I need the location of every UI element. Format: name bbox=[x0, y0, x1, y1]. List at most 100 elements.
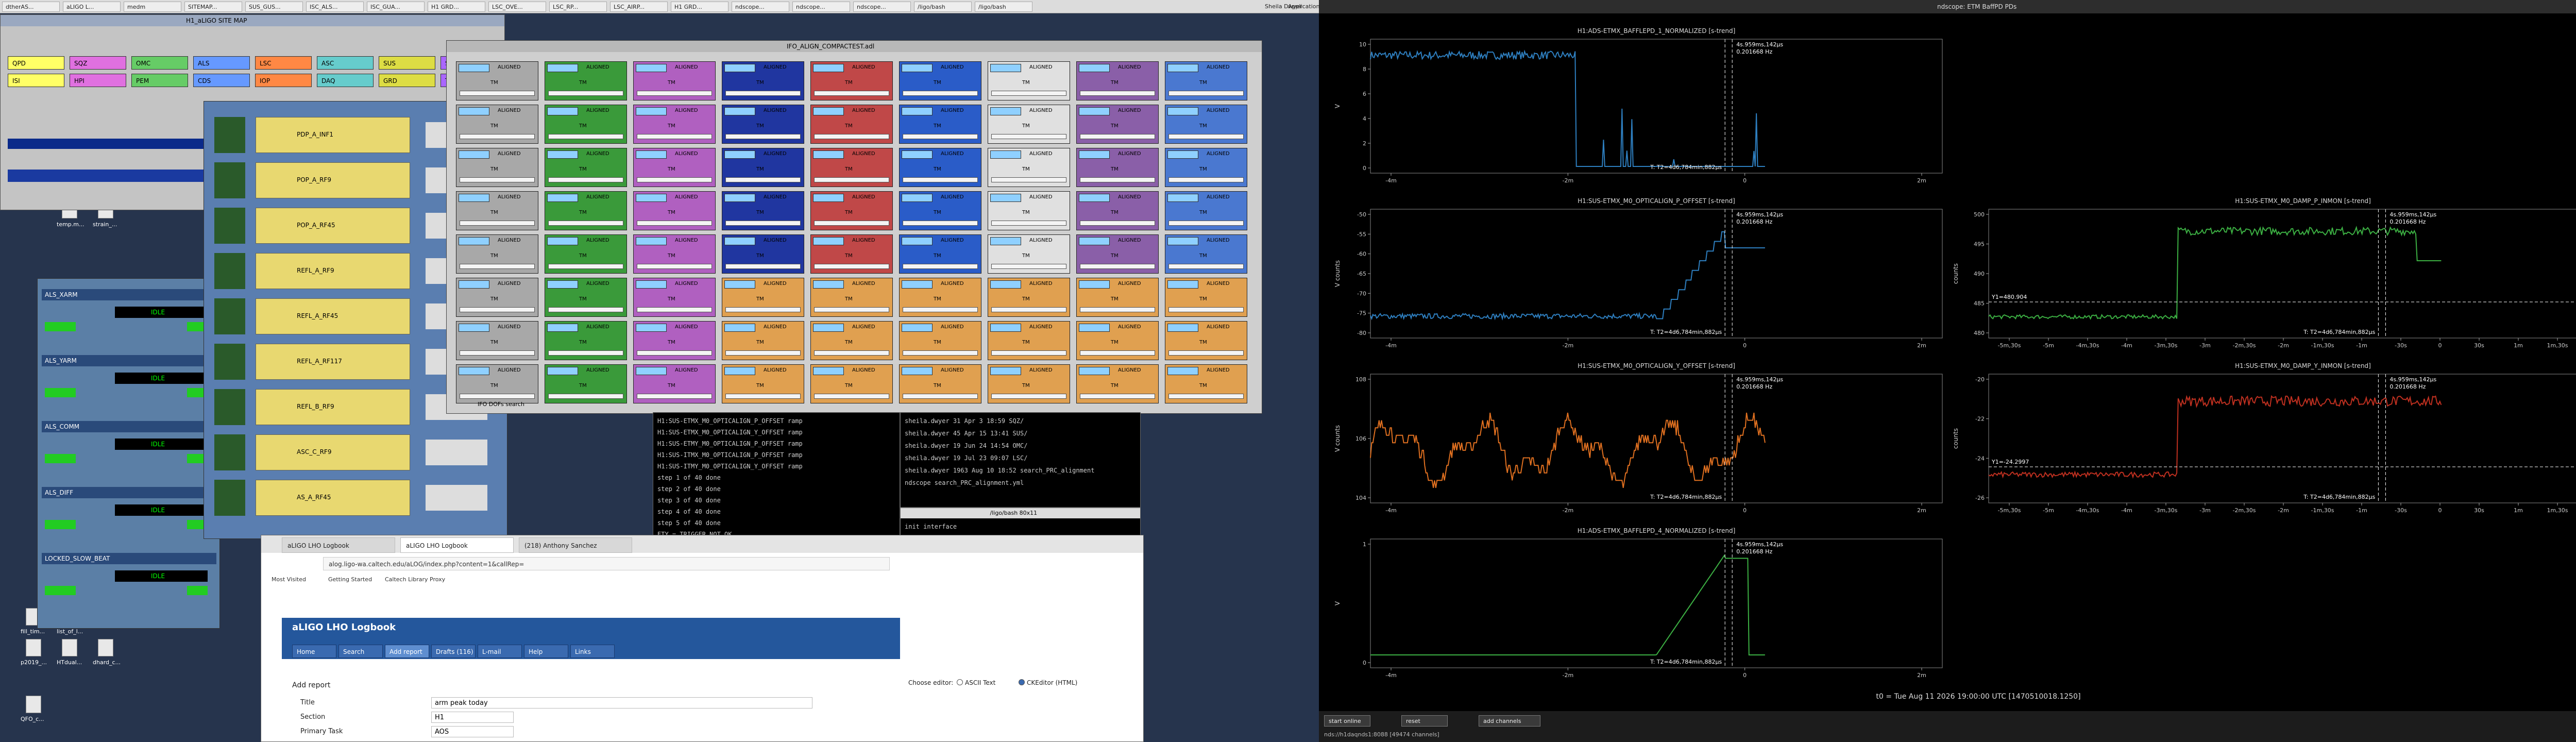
taskbar-label[interactable]: ndscope... bbox=[857, 4, 886, 10]
nav-button[interactable]: Search bbox=[338, 645, 383, 658]
sitemap-button-label[interactable]: SQZ bbox=[74, 60, 88, 67]
taskbar-label[interactable]: /ligo/bash bbox=[918, 4, 945, 10]
taskbar-label[interactable]: H1 GRD... bbox=[674, 4, 702, 10]
sitemap-button-label[interactable]: OMC bbox=[136, 60, 151, 67]
nav-label[interactable]: Links bbox=[575, 648, 591, 655]
applications-menu[interactable]: Applications bbox=[1288, 3, 1323, 10]
sitemap-button-label[interactable]: ISI bbox=[12, 77, 20, 85]
nav-label[interactable]: Help bbox=[529, 648, 543, 655]
sitemap-button-label[interactable]: SUS bbox=[383, 60, 396, 67]
sitemap-button-label[interactable]: GRD bbox=[383, 77, 397, 85]
taskbar-label[interactable]: medm bbox=[127, 4, 146, 10]
taskbar-button[interactable]: dtherAS... bbox=[2, 2, 60, 12]
browser-tab[interactable]: aLIGO LHO Logbook bbox=[400, 537, 514, 553]
browser-tab[interactable]: (218) Anthony Sanchez bbox=[519, 537, 632, 553]
bookmark[interactable]: Most Visited bbox=[272, 576, 306, 583]
taskbar-button[interactable]: ndscope... bbox=[732, 2, 789, 12]
taskbar-button[interactable]: LSC_OVE... bbox=[488, 2, 546, 12]
nav-label[interactable]: L-mail bbox=[482, 648, 501, 655]
sitemap-button[interactable]: GRD bbox=[379, 74, 435, 87]
taskbar-button[interactable]: H1 GRD... bbox=[671, 2, 728, 12]
control-button-label[interactable]: add channels bbox=[1483, 718, 1521, 724]
taskbar-button[interactable]: aLIGO L... bbox=[63, 2, 121, 12]
taskbar-button[interactable]: /ligo/bash bbox=[914, 2, 972, 12]
taskbar-button[interactable]: ISC_ALS... bbox=[306, 2, 364, 12]
taskbar-button[interactable]: SITEMAP... bbox=[184, 2, 242, 12]
taskbar-button[interactable]: H1 GRD... bbox=[428, 2, 485, 12]
sitemap-button[interactable]: ASC bbox=[317, 56, 374, 70]
bookmark[interactable]: Getting Started bbox=[328, 576, 372, 583]
taskbar-label[interactable]: SITEMAP... bbox=[188, 4, 217, 10]
sitemap-button-label[interactable]: QPD bbox=[12, 60, 26, 67]
sitemap-button[interactable]: ISI bbox=[8, 74, 64, 87]
taskbar-button[interactable]: LSC_AIRP... bbox=[610, 2, 668, 12]
field-value[interactable]: H1 bbox=[435, 714, 445, 721]
nav-button[interactable]: Drafts (116) bbox=[431, 645, 476, 658]
taskbar-button[interactable]: ndscope... bbox=[853, 2, 911, 12]
taskbar-label[interactable]: LSC_OVE... bbox=[492, 4, 523, 10]
taskbar-label[interactable]: /ligo/bash bbox=[978, 4, 1006, 10]
taskbar-label[interactable]: dtherAS... bbox=[6, 4, 34, 10]
editor-option[interactable]: CKEditor (HTML) bbox=[1027, 679, 1078, 686]
taskbar-label[interactable]: ISC_GUA... bbox=[370, 4, 400, 10]
taskbar-button[interactable]: LSC_RP... bbox=[549, 2, 607, 12]
sitemap-button-label[interactable]: HPI bbox=[74, 77, 84, 85]
nav-label[interactable]: Drafts (116) bbox=[436, 648, 473, 655]
sitemap-button-label[interactable]: ASC bbox=[321, 60, 334, 67]
sitemap-button[interactable]: HPI bbox=[70, 74, 126, 87]
sitemap-button-label[interactable]: IOP bbox=[260, 77, 270, 85]
sitemap-button[interactable]: IOP bbox=[255, 74, 312, 87]
tab-label[interactable]: aLIGO LHO Logbook bbox=[287, 542, 349, 549]
taskbar-button[interactable]: SUS_GUS... bbox=[245, 2, 303, 12]
field-input[interactable]: H1 bbox=[431, 712, 514, 723]
taskbar-label[interactable]: LSC_RP... bbox=[553, 4, 579, 10]
taskbar-label[interactable]: SUS_GUS... bbox=[249, 4, 281, 10]
nav-label[interactable]: Add report bbox=[389, 648, 422, 655]
taskbar-label[interactable]: H1 GRD... bbox=[431, 4, 459, 10]
bookmark[interactable]: Caltech Library Proxy bbox=[385, 576, 446, 583]
editor-option[interactable]: ASCII Text bbox=[965, 679, 996, 686]
sitemap-button-label[interactable]: LSC bbox=[260, 60, 272, 67]
sitemap-button-label[interactable]: CDS bbox=[198, 77, 211, 85]
url-text[interactable]: alog.ligo-wa.caltech.edu/aLOG/index.php?… bbox=[329, 561, 524, 568]
sitemap-button-label[interactable]: PEM bbox=[136, 77, 149, 85]
sitemap-button[interactable]: LSC bbox=[255, 56, 312, 70]
url-bar[interactable]: alog.ligo-wa.caltech.edu/aLOG/index.php?… bbox=[323, 557, 890, 570]
tab-label[interactable]: (218) Anthony Sanchez bbox=[524, 542, 597, 549]
control-button[interactable]: start online bbox=[1324, 715, 1370, 727]
nav-button[interactable]: Add report bbox=[385, 645, 429, 658]
sitemap-button[interactable]: DAQ bbox=[317, 74, 374, 87]
sitemap-button[interactable]: CDS bbox=[193, 74, 250, 87]
control-button[interactable]: reset bbox=[1401, 715, 1448, 727]
taskbar-button[interactable]: ISC_GUA... bbox=[367, 2, 425, 12]
nav-button[interactable]: Links bbox=[570, 645, 615, 658]
taskbar-label[interactable]: ISC_ALS... bbox=[310, 4, 338, 10]
sitemap-button[interactable]: SQZ bbox=[70, 56, 126, 70]
field-input[interactable]: arm peak today bbox=[431, 697, 812, 709]
taskbar-button[interactable]: /ligo/bash bbox=[975, 2, 1032, 12]
control-button-label[interactable]: start online bbox=[1329, 718, 1361, 724]
control-button[interactable]: add channels bbox=[1479, 715, 1540, 727]
browser-tab[interactable]: aLIGO LHO Logbook bbox=[282, 537, 395, 553]
sitemap-button[interactable]: QPD bbox=[8, 56, 64, 70]
tab-label[interactable]: aLIGO LHO Logbook bbox=[406, 542, 468, 549]
sitemap-button[interactable]: PEM bbox=[131, 74, 188, 87]
taskbar-label[interactable]: ndscope... bbox=[796, 4, 825, 10]
taskbar-label[interactable]: ndscope... bbox=[735, 4, 765, 10]
sitemap-button[interactable]: SUS bbox=[379, 56, 435, 70]
nav-label[interactable]: Home bbox=[297, 648, 315, 655]
sitemap-button-label[interactable]: ALS bbox=[198, 60, 210, 67]
sitemap-button[interactable]: ALS bbox=[193, 56, 250, 70]
control-button-label[interactable]: reset bbox=[1406, 718, 1420, 724]
sitemap-button-label[interactable]: DAQ bbox=[321, 77, 335, 85]
nav-button[interactable]: Home bbox=[292, 645, 336, 658]
taskbar-label[interactable]: aLIGO L... bbox=[66, 4, 94, 10]
field-input[interactable]: AOS bbox=[431, 726, 514, 737]
nav-button[interactable]: Help bbox=[524, 645, 568, 658]
taskbar-button[interactable]: ndscope... bbox=[792, 2, 850, 12]
field-value[interactable]: arm peak today bbox=[435, 699, 488, 707]
nav-label[interactable]: Search bbox=[343, 648, 365, 655]
taskbar-button[interactable]: medm bbox=[124, 2, 181, 12]
nav-button[interactable]: L-mail bbox=[478, 645, 522, 658]
sitemap-button[interactable]: OMC bbox=[131, 56, 188, 70]
